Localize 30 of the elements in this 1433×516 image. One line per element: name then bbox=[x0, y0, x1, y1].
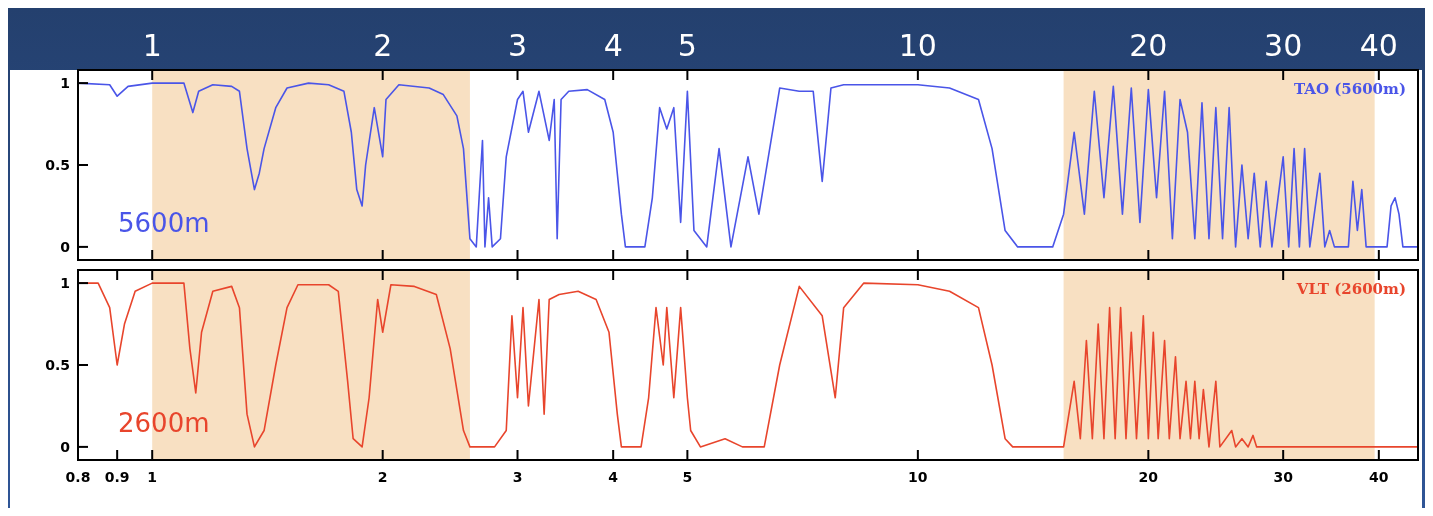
x-tick-label: 0.8 bbox=[65, 469, 91, 485]
y-tick-label: 0.5 bbox=[45, 356, 70, 373]
x-tick-label: 10 bbox=[898, 28, 937, 63]
x-tick-label: 5 bbox=[682, 469, 693, 485]
x-tick-label: 2 bbox=[373, 28, 393, 63]
x-tick-label: 5 bbox=[677, 28, 697, 63]
y-tick-label: 0 bbox=[60, 238, 71, 255]
x-tick-label: 3 bbox=[507, 28, 528, 63]
x-tick-label: 1 bbox=[147, 469, 158, 485]
x-tick-label: 0.9 bbox=[104, 469, 130, 485]
x-tick-label: 30 bbox=[1273, 469, 1294, 485]
x-tick-label: 3 bbox=[512, 469, 523, 485]
x-tick-label: 1 bbox=[142, 28, 162, 63]
text: TAO (5600m) bbox=[1293, 80, 1406, 98]
x-tick-label: 40 bbox=[1359, 28, 1398, 63]
text: VLT (2600m) bbox=[1295, 280, 1406, 298]
x-tick-label: 30 bbox=[1264, 28, 1303, 63]
annotation: 5600m bbox=[118, 208, 210, 238]
x-tick-label: 40 bbox=[1369, 469, 1389, 485]
x-tick-label: 4 bbox=[603, 28, 623, 63]
x-tick-label: 20 bbox=[1138, 469, 1159, 485]
x-tick-label: 4 bbox=[608, 469, 619, 485]
x-tick-label: 20 bbox=[1129, 28, 1168, 63]
y-tick-label: 1 bbox=[60, 275, 70, 291]
annotation: 2600m bbox=[118, 408, 210, 438]
x-tick-label: 10 bbox=[908, 469, 928, 485]
x-tick-label: 2 bbox=[377, 469, 388, 485]
y-tick-label: 0 bbox=[60, 438, 71, 455]
y-tick-label: 1 bbox=[60, 75, 70, 91]
y-tick-label: 0.5 bbox=[45, 156, 70, 173]
